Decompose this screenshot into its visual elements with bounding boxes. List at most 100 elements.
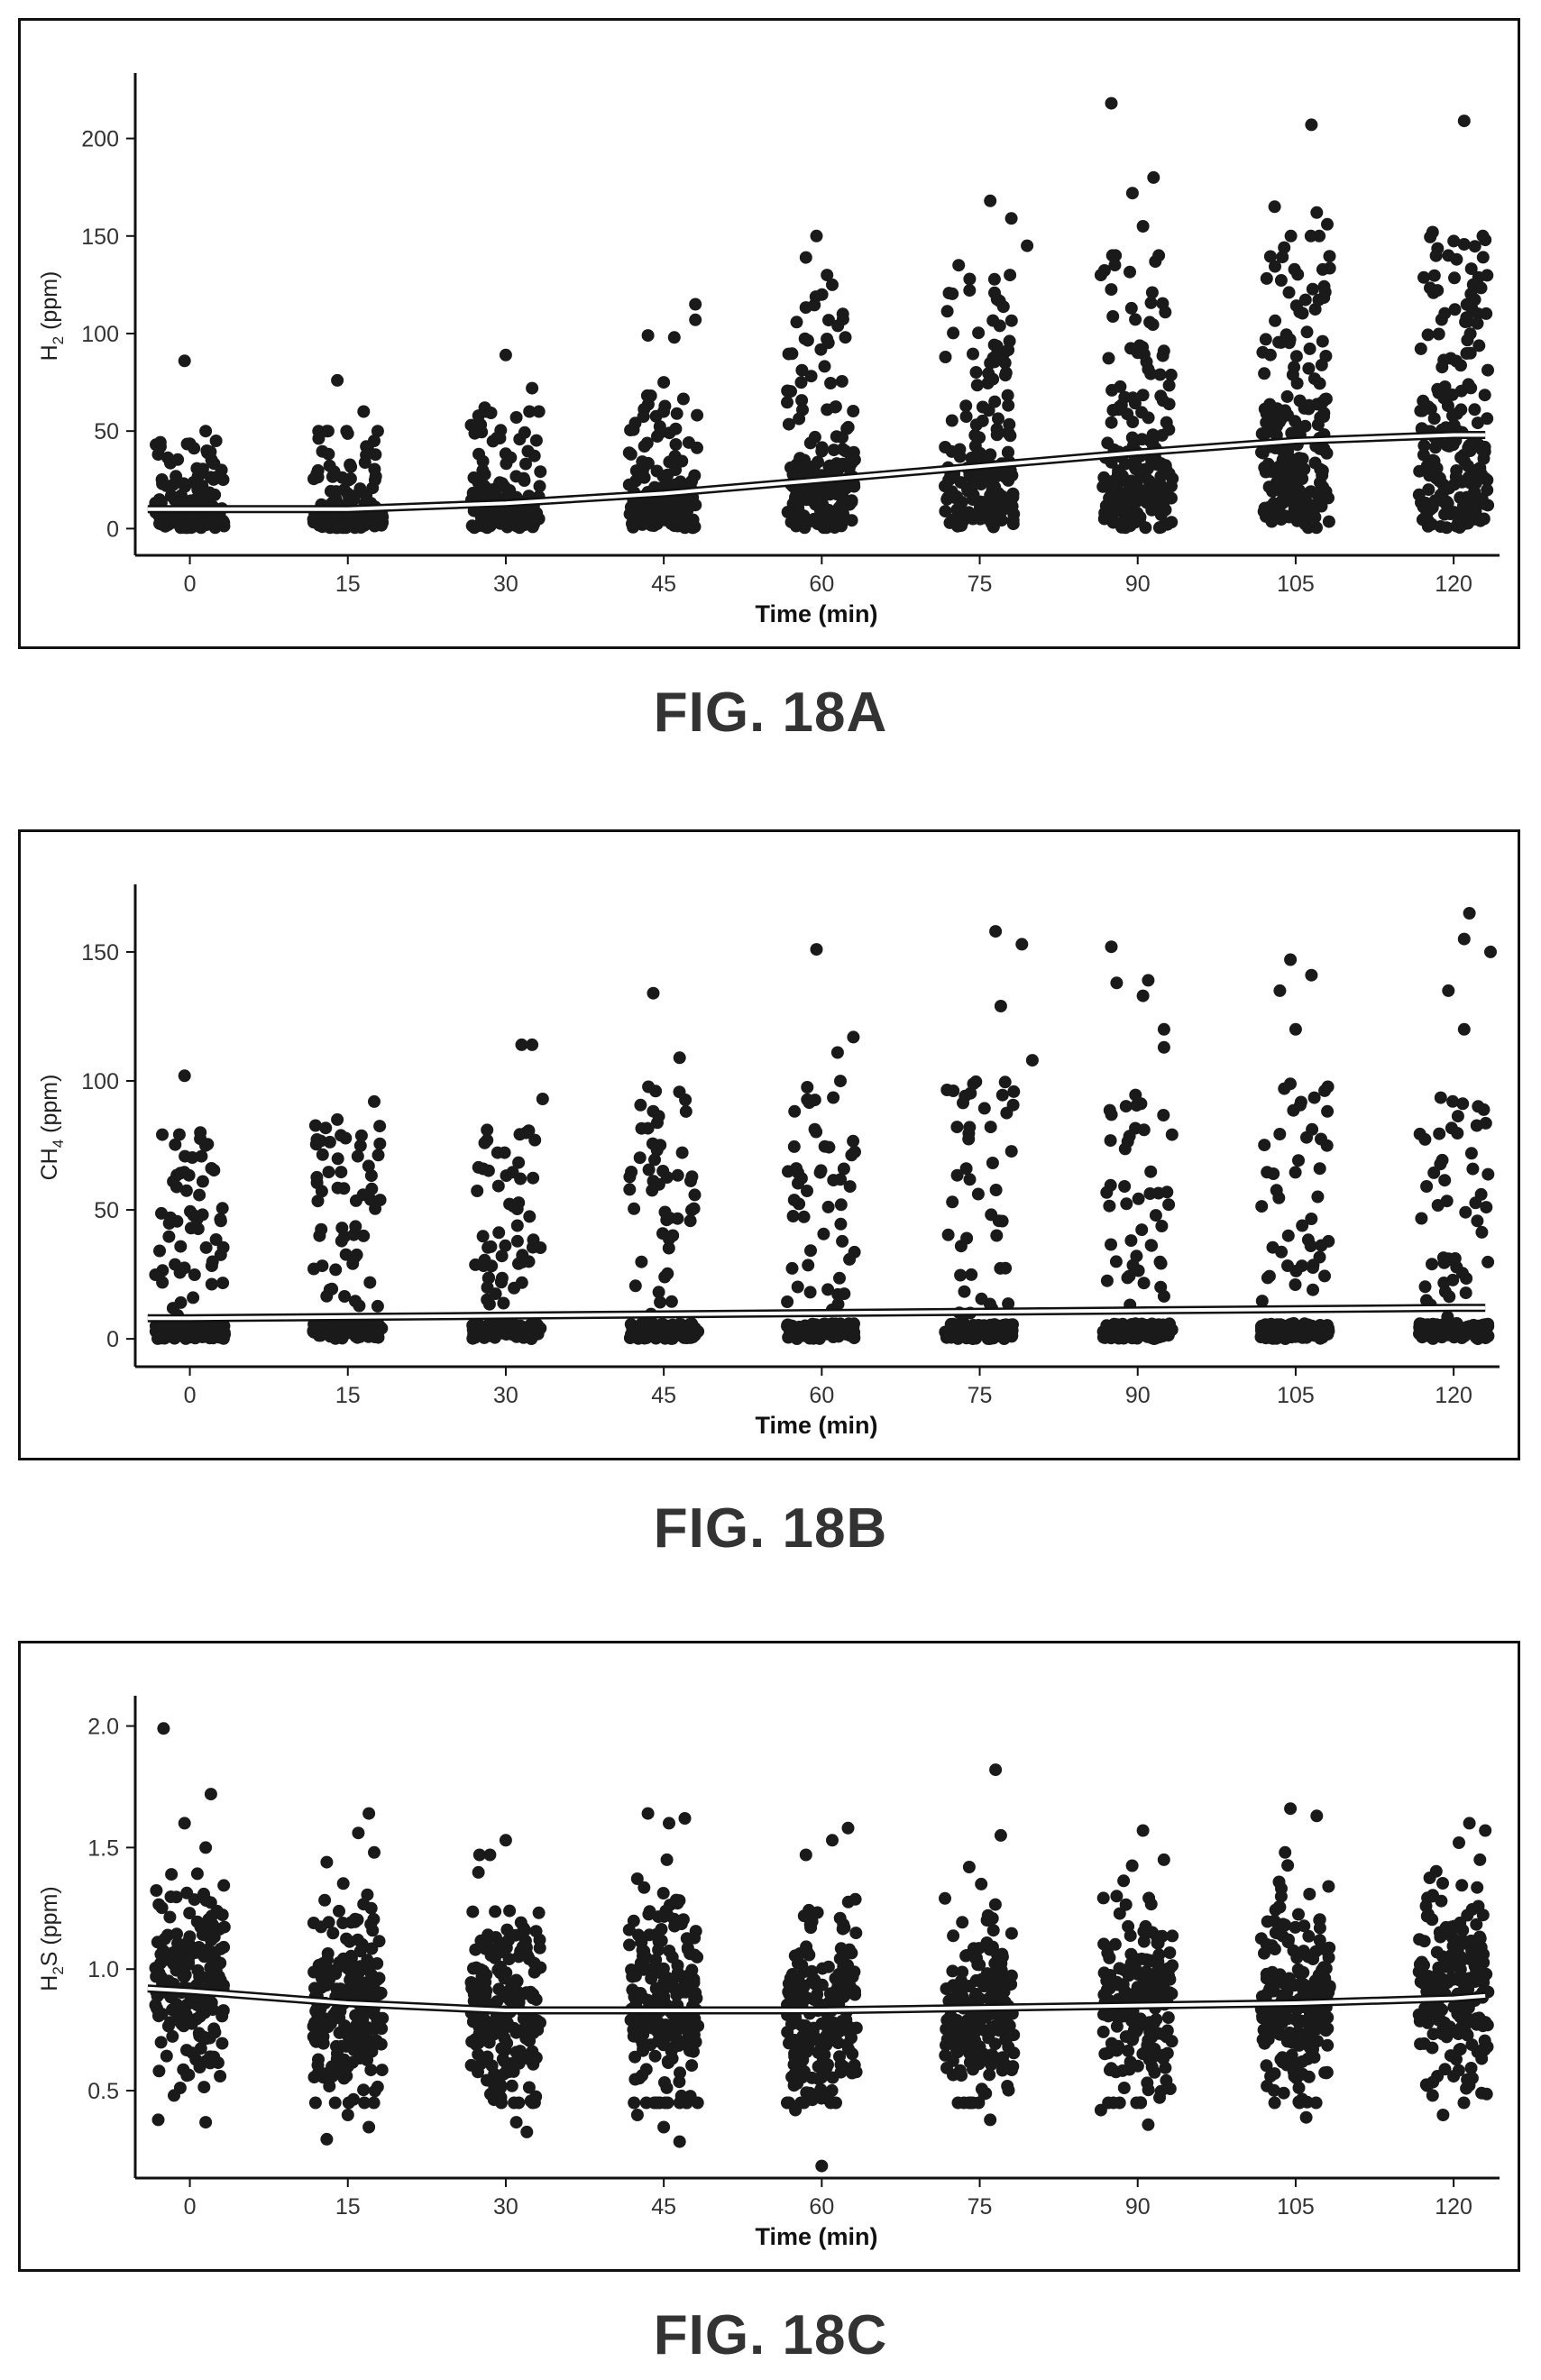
data-point bbox=[524, 2012, 537, 2026]
data-point bbox=[473, 507, 487, 520]
x-tick-label: 45 bbox=[651, 1383, 676, 1408]
data-point bbox=[836, 307, 849, 321]
data-point bbox=[986, 372, 1000, 386]
data-point bbox=[1147, 2050, 1160, 2064]
data-point bbox=[478, 1136, 491, 1149]
data-point bbox=[190, 1867, 204, 1881]
data-point bbox=[835, 375, 848, 388]
data-point bbox=[481, 1123, 494, 1137]
data-point bbox=[940, 2033, 954, 2046]
data-point bbox=[364, 1317, 378, 1331]
data-point bbox=[214, 2070, 227, 2082]
data-point bbox=[1002, 1297, 1015, 1311]
data-point bbox=[1447, 418, 1461, 432]
data-point bbox=[1275, 1245, 1289, 1259]
data-point bbox=[983, 2068, 996, 2082]
data-point bbox=[1474, 1187, 1488, 1201]
data-point bbox=[782, 1331, 795, 1344]
data-point bbox=[151, 1321, 165, 1334]
data-point bbox=[808, 1094, 821, 1107]
data-point bbox=[1159, 306, 1172, 319]
data-point bbox=[341, 2109, 354, 2121]
data-point bbox=[1481, 269, 1494, 282]
data-point bbox=[1132, 1264, 1145, 1277]
data-point bbox=[1162, 1198, 1176, 1212]
data-point bbox=[508, 2096, 521, 2110]
data-point bbox=[1135, 1223, 1149, 1237]
data-point bbox=[1094, 2103, 1107, 2117]
data-point bbox=[152, 2064, 166, 2078]
data-point bbox=[369, 448, 382, 462]
data-point bbox=[1420, 1909, 1434, 1923]
data-point bbox=[197, 2081, 211, 2094]
data-point bbox=[1004, 269, 1017, 282]
data-point bbox=[1258, 461, 1271, 474]
data-point bbox=[499, 447, 512, 461]
data-point bbox=[975, 1292, 988, 1305]
data-point bbox=[1448, 2051, 1462, 2064]
data-point bbox=[1004, 1320, 1018, 1333]
data-point bbox=[1289, 2072, 1303, 2085]
data-point bbox=[329, 1263, 343, 1277]
data-point bbox=[1473, 2013, 1487, 2027]
data-point bbox=[354, 1129, 368, 1142]
data-point bbox=[1463, 327, 1477, 341]
data-point bbox=[1322, 1880, 1335, 1893]
data-point bbox=[990, 2019, 1004, 2033]
data-point bbox=[196, 1208, 209, 1222]
data-point bbox=[525, 1332, 538, 1345]
data-point bbox=[212, 515, 225, 528]
data-point bbox=[956, 1916, 969, 1929]
data-point bbox=[1105, 249, 1119, 262]
data-point bbox=[350, 1248, 363, 1261]
data-point bbox=[984, 356, 997, 370]
data-point bbox=[1257, 2023, 1270, 2037]
data-point bbox=[1417, 394, 1430, 407]
data-point bbox=[1276, 2051, 1289, 2064]
data-point bbox=[637, 440, 651, 453]
data-point bbox=[822, 1996, 836, 2009]
data-point bbox=[675, 1146, 689, 1159]
data-point bbox=[521, 444, 535, 458]
data-point bbox=[639, 2063, 653, 2076]
data-point bbox=[827, 444, 840, 457]
x-tick-label: 30 bbox=[493, 1383, 518, 1408]
data-point bbox=[216, 1202, 229, 1215]
data-point bbox=[481, 1293, 494, 1306]
data-point bbox=[340, 425, 353, 438]
data-point bbox=[1152, 249, 1166, 262]
data-point bbox=[1124, 301, 1138, 315]
data-point bbox=[659, 1978, 673, 1991]
data-point bbox=[1269, 260, 1281, 273]
data-point bbox=[1459, 1205, 1472, 1219]
data-point bbox=[1461, 1909, 1474, 1922]
data-point bbox=[666, 1229, 680, 1242]
data-point bbox=[1440, 495, 1454, 508]
data-point bbox=[1457, 114, 1471, 128]
data-point bbox=[1322, 1324, 1335, 1338]
data-point bbox=[1111, 468, 1124, 481]
data-point bbox=[821, 403, 834, 416]
data-point bbox=[1281, 1229, 1295, 1242]
data-point bbox=[962, 1861, 976, 1873]
data-point bbox=[821, 269, 834, 282]
data-point bbox=[1442, 249, 1455, 262]
data-point bbox=[962, 506, 976, 519]
data-point bbox=[362, 1159, 375, 1173]
data-point bbox=[995, 1947, 1009, 1961]
data-point bbox=[512, 1950, 526, 1964]
data-point bbox=[1414, 342, 1427, 355]
data-point bbox=[1284, 1802, 1298, 1816]
data-point bbox=[321, 1947, 335, 1960]
data-point bbox=[1427, 269, 1441, 282]
data-point bbox=[990, 428, 1004, 442]
data-point bbox=[1468, 240, 1481, 253]
data-point bbox=[839, 1988, 852, 2001]
data-point bbox=[849, 1927, 863, 1940]
data-point bbox=[674, 2066, 686, 2080]
data-point bbox=[1108, 1937, 1122, 1951]
data-point bbox=[494, 2081, 508, 2094]
data-point bbox=[963, 272, 977, 286]
data-point bbox=[1316, 481, 1330, 494]
